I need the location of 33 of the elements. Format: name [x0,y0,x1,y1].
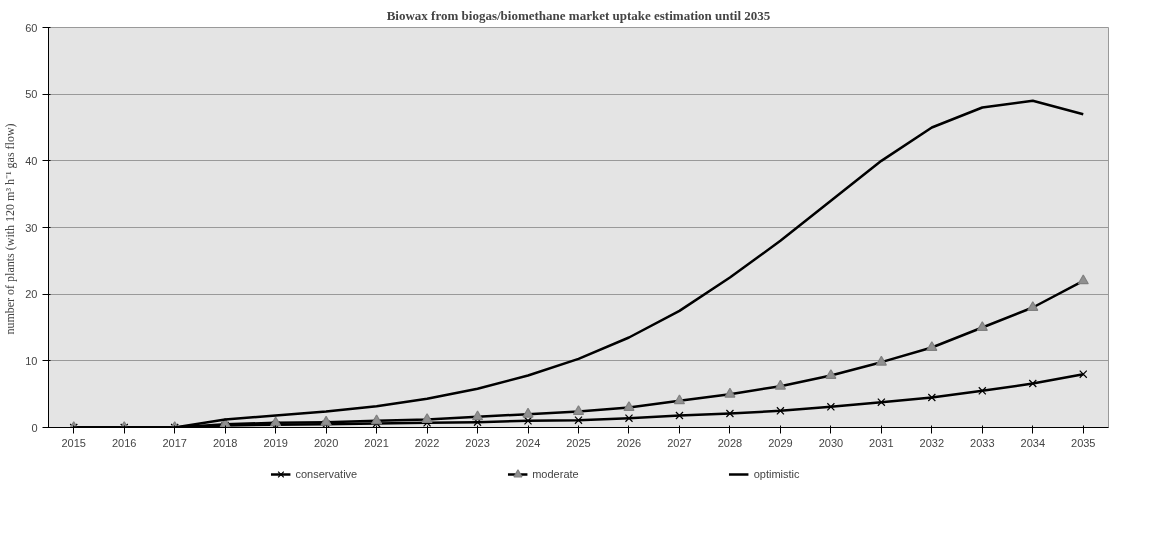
legend-label: moderate [532,468,579,480]
y-tick-label: 40 [25,154,38,167]
legend-label: conservative [295,468,358,480]
y-tick-label: 60 [25,21,38,34]
legend-label: optimistic [753,468,800,480]
x-tick-label: 2035 [1071,436,1096,449]
x-tick-label: 2024 [515,436,541,449]
x-tick-label: 2018 [212,436,238,449]
y-tick-label: 0 [31,421,38,434]
x-tick-label: 2020 [313,436,339,449]
x-tick-label: 2019 [263,436,288,449]
x-tick-label: 2031 [869,436,894,449]
x-tick-label: 2030 [818,436,844,449]
chart-title: Biowax from biogas/biomethane market uptake estimation until 2035 [386,7,771,23]
x-tick-label: 2032 [919,436,945,449]
y-axis-title: number of plants (with 120 m³ h⁻¹ gas flow) [3,123,18,335]
x-tick-label: 2017 [162,436,187,449]
x-tick-label: 2034 [1020,436,1046,449]
x-tick-label: 2026 [616,436,642,449]
y-tick-label: 30 [25,221,38,234]
x-tick-label: 2023 [465,436,490,449]
x-tick-label: 2021 [364,436,389,449]
x-tick-label: 2029 [768,436,793,449]
x-tick-label: 2033 [970,436,995,449]
y-tick-label: 20 [25,288,38,301]
x-tick-label: 2022 [414,436,440,449]
x-tick-label: 2015 [61,436,86,449]
x-tick-label: 2025 [566,436,591,449]
x-tick-label: 2028 [717,436,743,449]
y-tick-label: 10 [25,354,38,367]
y-tick-label: 50 [25,88,38,101]
x-tick-label: 2016 [111,436,137,449]
x-tick-label: 2027 [667,436,692,449]
